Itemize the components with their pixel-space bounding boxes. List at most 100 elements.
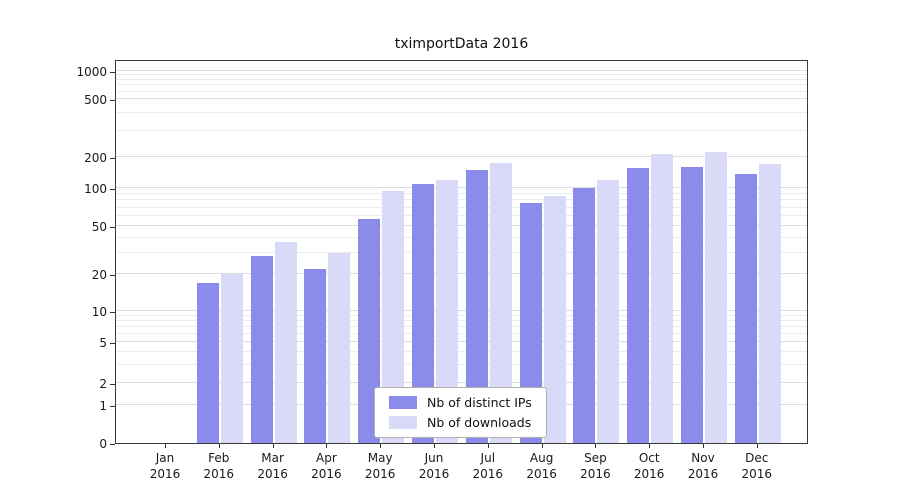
gridline (116, 314, 807, 316)
tick-mark (110, 312, 115, 313)
x-tick-label: Sep 2016 (580, 451, 611, 481)
tick-mark (110, 72, 115, 73)
tick-mark (110, 384, 115, 385)
bar-downloads-may (382, 190, 405, 443)
gridline (116, 98, 807, 99)
bar-distinct-ips-feb (196, 282, 219, 443)
y-tick-label: 0 (99, 437, 107, 451)
y-tick-label: 200 (84, 151, 107, 165)
tick-mark (110, 275, 115, 276)
gridline (116, 319, 807, 321)
bar-downloads-feb (220, 274, 243, 443)
x-tick-label: Nov 2016 (687, 451, 719, 481)
bar-distinct-ips-apr (304, 269, 327, 443)
x-tick-label: May 2016 (364, 451, 396, 481)
bar-distinct-ips-dec (734, 173, 757, 443)
tick-mark (595, 444, 597, 448)
gridline (116, 192, 807, 194)
bar-distinct-ips-jul (465, 169, 488, 443)
legend-item-downloads: Nb of downloads (389, 415, 532, 430)
gridline (116, 332, 807, 334)
bar-downloads-mar (274, 241, 297, 443)
legend-label-downloads: Nb of downloads (427, 415, 532, 430)
tick-mark (110, 343, 115, 344)
gridline (116, 79, 807, 81)
x-tick-label: Aug 2016 (526, 451, 557, 481)
tick-mark (434, 444, 435, 448)
y-tick-label: 5 (99, 336, 107, 350)
bar-distinct-ips-jun (412, 183, 434, 443)
bar-distinct-ips-nov (681, 166, 703, 443)
gridline (116, 382, 807, 383)
bar-downloads-sep (597, 179, 620, 443)
gridline (116, 351, 807, 352)
bar-downloads-dec (758, 164, 781, 443)
gridline (116, 225, 807, 226)
bar-downloads-jun (436, 179, 458, 443)
tick-mark (541, 444, 543, 448)
gridline (116, 236, 807, 238)
y-tick-label: 500 (84, 93, 107, 107)
gridline (116, 363, 807, 365)
legend-item-distinct-ips: Nb of distinct IPs (389, 395, 532, 410)
tick-mark (756, 444, 758, 448)
gridline (116, 325, 807, 327)
tick-mark (703, 444, 704, 448)
gridline (116, 70, 807, 71)
y-tick-label: 50 (91, 220, 107, 234)
tick-mark (326, 444, 328, 448)
gridline (116, 341, 807, 342)
x-tick-label: Jan 2016 (149, 451, 181, 481)
y-tick-label: 1 (99, 399, 107, 413)
legend: Nb of distinct IPs Nb of downloads (374, 387, 547, 438)
gridline (116, 74, 807, 76)
gridline (116, 206, 807, 208)
gridline (116, 310, 807, 311)
bar-distinct-ips-may (358, 218, 381, 443)
x-tick-label: Jun 2016 (418, 451, 450, 481)
tick-mark (110, 227, 115, 228)
tick-mark (218, 444, 220, 448)
bar-downloads-aug (543, 196, 566, 443)
legend-swatch-downloads (389, 416, 417, 429)
bar-downloads-oct (651, 153, 674, 443)
gridline (116, 251, 807, 253)
gridline (116, 90, 807, 92)
tick-mark (110, 444, 115, 445)
bar-downloads-nov (705, 152, 727, 443)
legend-label-distinct-ips: Nb of distinct IPs (427, 395, 532, 410)
x-tick-label: Oct 2016 (633, 451, 665, 481)
tick-mark (649, 444, 651, 448)
tick-mark (165, 444, 166, 448)
x-tick-label: Mar 2016 (257, 451, 288, 481)
x-tick-label: Dec 2016 (741, 451, 773, 481)
chart-title: tximportData 2016 (394, 36, 529, 52)
gridline (116, 187, 807, 188)
bar-distinct-ips-sep (573, 188, 596, 443)
gridline (116, 199, 807, 201)
y-tick-label: 100 (84, 182, 107, 196)
gridline (116, 156, 807, 157)
x-tick-label: Jul 2016 (472, 451, 504, 481)
plot-area: Nb of distinct IPs Nb of downloads (115, 60, 808, 444)
y-tick-label: 10 (91, 305, 107, 319)
gridline (116, 84, 807, 86)
y-tick-label: 2 (99, 377, 107, 391)
x-tick-label: Feb 2016 (203, 451, 235, 481)
tick-mark (380, 444, 382, 448)
bar-distinct-ips-oct (627, 168, 650, 443)
tick-mark (110, 189, 115, 190)
tick-mark (110, 100, 115, 101)
gridline (116, 215, 807, 217)
x-tick-label: Apr 2016 (311, 451, 342, 481)
tick-mark (272, 444, 274, 448)
y-tick-label: 1000 (76, 65, 107, 79)
bar-downloads-jul (489, 162, 512, 443)
legend-swatch-distinct-ips (389, 396, 417, 409)
tick-mark (487, 444, 489, 448)
y-tick-label: 20 (91, 268, 107, 282)
tick-mark (110, 158, 115, 159)
bar-downloads-apr (328, 252, 351, 443)
gridline (116, 130, 807, 132)
